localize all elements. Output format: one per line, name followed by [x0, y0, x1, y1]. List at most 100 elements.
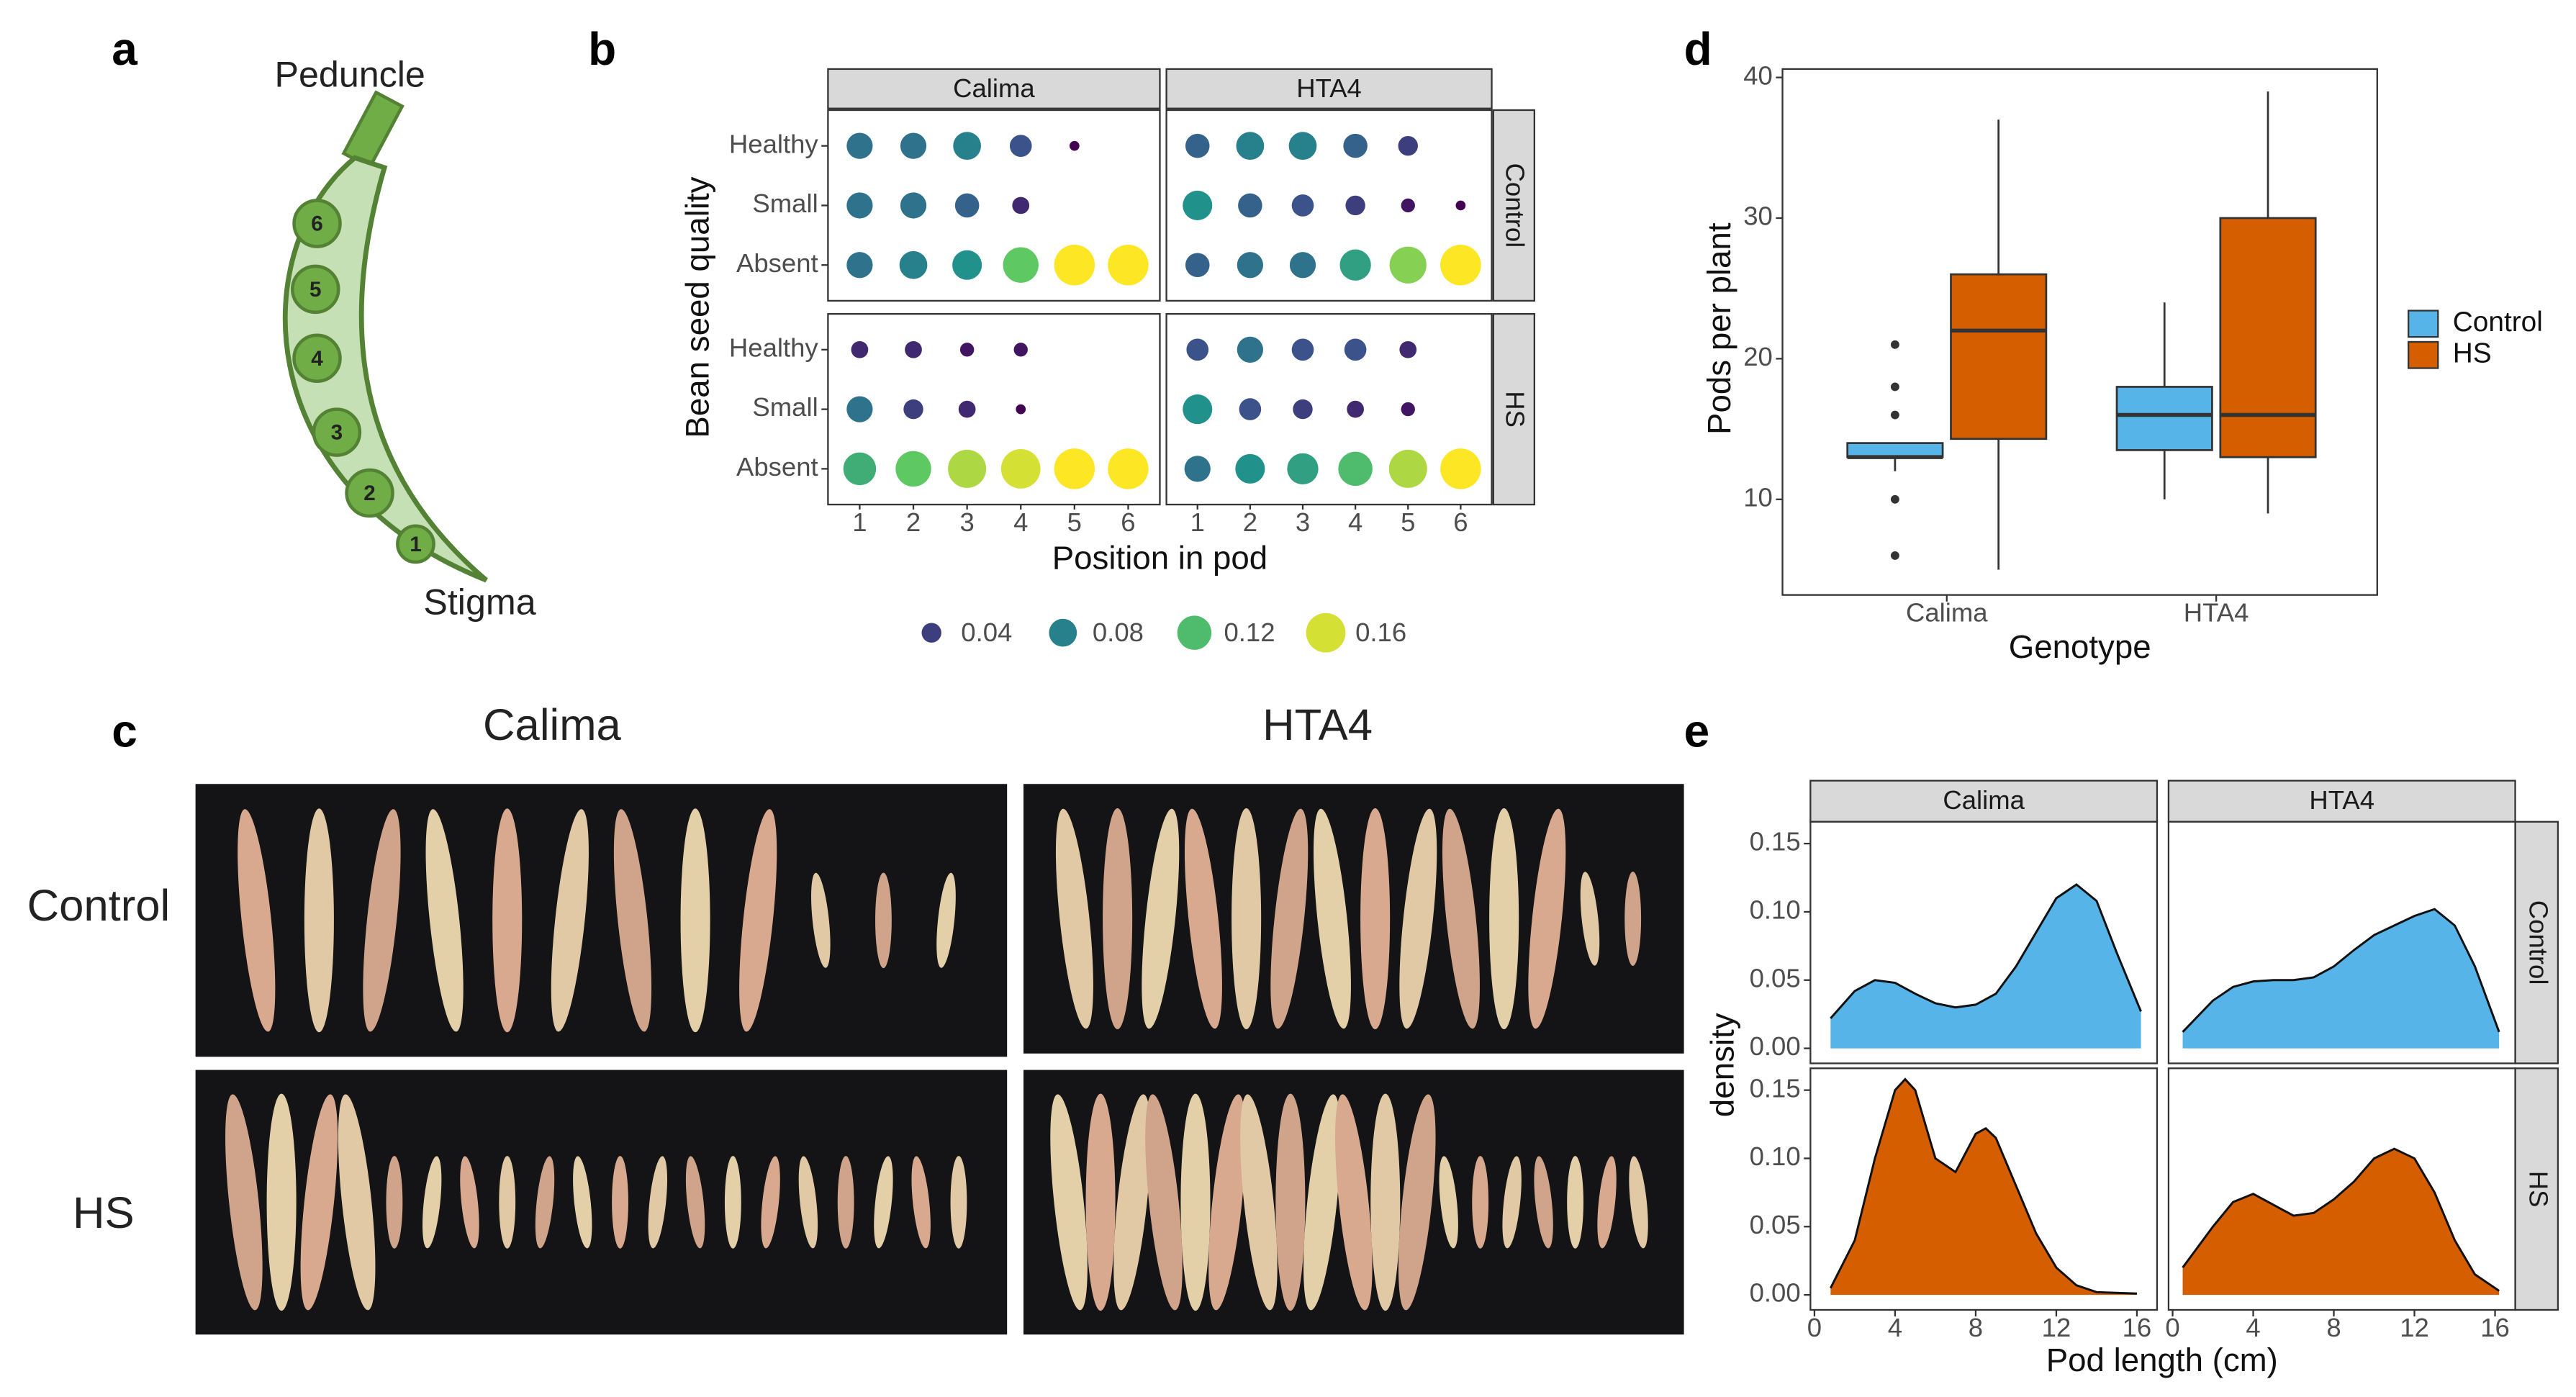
seed	[345, 468, 394, 518]
dot	[846, 252, 873, 279]
y-tick-label: 20	[1743, 342, 1773, 371]
pod-photo	[685, 1156, 705, 1249]
outlier	[1890, 494, 1899, 504]
y-tick-label: 10	[1743, 482, 1773, 512]
pod-photo	[1370, 1093, 1401, 1311]
x-tick-label: 2	[906, 507, 921, 537]
strip-label: Control	[2524, 900, 2554, 985]
pod-photo	[238, 809, 276, 1032]
x-tick-label: 0	[1807, 1313, 1822, 1342]
dot	[1016, 404, 1026, 415]
x-tick-label: HTA4	[2184, 598, 2249, 628]
dot	[905, 340, 922, 358]
facet-panel	[1165, 109, 1493, 302]
x-tick-label: 4	[1013, 507, 1028, 537]
pod-photo	[874, 1156, 893, 1249]
y-tick-label: 40	[1743, 60, 1773, 90]
pod-photo	[304, 808, 334, 1033]
pod-photo	[739, 809, 777, 1032]
x-tick-label: 4	[2246, 1313, 2260, 1342]
pod-photo	[535, 1156, 555, 1249]
pod-photo	[1050, 1094, 1088, 1311]
y-tick-label: Absent	[736, 452, 818, 482]
pod-photo	[648, 1156, 668, 1249]
pod-photo	[1055, 808, 1093, 1029]
seed-number: 2	[363, 482, 375, 505]
pod-photo	[1335, 1094, 1373, 1311]
pod-photo	[300, 1094, 338, 1311]
dot	[1009, 135, 1032, 157]
density-area	[1830, 1079, 2137, 1296]
pod-photo	[1439, 1156, 1458, 1249]
dot	[959, 343, 975, 357]
outlier	[1890, 382, 1899, 392]
dot	[1345, 195, 1365, 216]
legend-key	[921, 623, 941, 643]
y-axis-title: Pods per plant	[1701, 222, 1737, 435]
pod-photo	[460, 1156, 479, 1249]
pod-photo	[1180, 1093, 1211, 1311]
dot	[851, 340, 869, 358]
strip-label: HS	[1501, 391, 1530, 428]
dot	[1054, 448, 1095, 489]
dot	[1013, 343, 1028, 357]
legend-key	[1177, 615, 1212, 650]
x-tick-label: 3	[959, 507, 974, 537]
dot	[1440, 244, 1481, 286]
facet-panel	[1165, 313, 1493, 506]
y-axis-title: Bean seed quality	[679, 176, 715, 438]
x-tick-label: Calima	[1906, 598, 1988, 628]
density-line	[2182, 1147, 2500, 1292]
panel-label: a	[112, 23, 137, 75]
x-tick-label: 12	[2400, 1313, 2429, 1342]
dot	[900, 192, 927, 219]
dot	[1440, 448, 1481, 489]
y-tick-label: 0.15	[1750, 827, 1801, 856]
pod-photo	[573, 1156, 592, 1249]
pod-photo	[724, 1156, 741, 1249]
pod-photo	[266, 1093, 297, 1311]
pod-photo	[1275, 1093, 1306, 1311]
facet-strip	[1492, 313, 1536, 506]
pod-photo	[1489, 808, 1519, 1030]
dot	[1237, 252, 1263, 279]
facet-strip	[1165, 68, 1493, 109]
dot	[1000, 448, 1041, 489]
seed	[292, 199, 342, 248]
pod-photo	[911, 1156, 931, 1249]
y-tick-label: Healthy	[729, 333, 819, 362]
dot	[1184, 456, 1211, 482]
dot	[1339, 249, 1371, 281]
x-tick-label: 5	[1067, 507, 1082, 537]
box	[1846, 442, 1944, 458]
x-tick-label: 16	[2123, 1313, 2152, 1342]
x-tick-label: 1	[852, 507, 867, 537]
box	[2219, 217, 2317, 458]
pod-photo	[680, 808, 710, 1033]
pod-photo	[1085, 1093, 1116, 1311]
dot	[952, 250, 982, 280]
pod-photo	[1142, 808, 1180, 1029]
pod-photo	[1502, 1156, 1522, 1249]
pod-photo	[1580, 872, 1600, 966]
panel-label: c	[112, 705, 137, 757]
dot	[1239, 398, 1262, 420]
y-tick-label: 0.10	[1750, 895, 1801, 925]
dot	[899, 250, 928, 279]
pod-photo	[225, 1094, 263, 1311]
pod-photo	[950, 1156, 967, 1249]
pod-photo	[1113, 1094, 1151, 1311]
legend-label: 0.12	[1224, 618, 1275, 647]
x-tick-label: 4	[1888, 1313, 1902, 1342]
y-axis-title: density	[1704, 1013, 1741, 1117]
x-tick-label: 1	[1190, 507, 1205, 537]
pod-photo	[875, 872, 892, 969]
dot	[1289, 252, 1316, 279]
pod-photo	[1442, 808, 1480, 1029]
peduncle	[341, 90, 405, 170]
legend-label: 0.16	[1355, 618, 1406, 647]
x-tick-label: 5	[1401, 507, 1415, 537]
y-tick-label: 0.00	[1750, 1278, 1801, 1308]
dot	[900, 132, 927, 159]
panel-label: e	[1684, 705, 1710, 757]
